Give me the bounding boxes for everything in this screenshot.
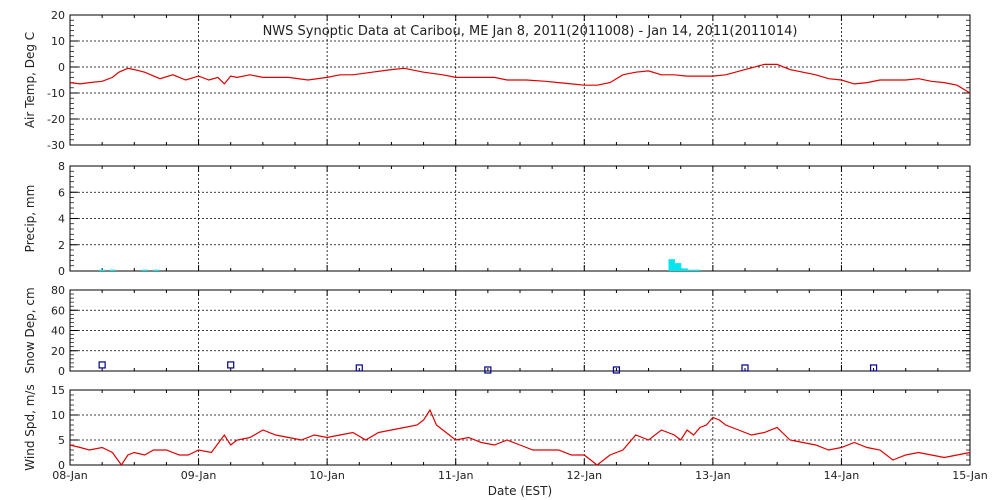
y-tick-label: -30 [47, 139, 65, 152]
snow-depth-point [612, 366, 621, 374]
y-axis-label: Air Temp, Deg C [23, 32, 37, 128]
precip-bar [681, 268, 688, 271]
y-tick-label: 20 [51, 345, 65, 358]
x-tick-label: 11-Jan [438, 469, 474, 482]
panel-3 [69, 289, 971, 374]
panel-2 [69, 165, 971, 272]
y-tick-label: 8 [58, 160, 65, 173]
y-axis-label: Wind Spd, m/s [23, 384, 37, 470]
y-tick-label: -20 [47, 113, 65, 126]
x-tick-label: 13-Jan [695, 469, 731, 482]
y-tick-label: 4 [58, 213, 65, 226]
precip-bar [109, 269, 116, 271]
x-tick-label: 08-Jan [52, 469, 88, 482]
x-tick-label: 09-Jan [181, 469, 217, 482]
panel-4 [69, 389, 971, 467]
snow-depth-point [227, 361, 235, 369]
y-tick-label: 10 [51, 35, 65, 48]
x-tick-label: 10-Jan [309, 469, 345, 482]
precip-bar [687, 269, 695, 271]
y-axis-label: Precip, mm [23, 185, 37, 253]
series-line [69, 63, 971, 94]
panel-1 [69, 14, 971, 146]
y-tick-label: -10 [47, 87, 65, 100]
y-tick-label: 10 [51, 409, 65, 422]
series-line [69, 408, 971, 467]
x-tick-label: 12-Jan [567, 469, 603, 482]
snow-depth-point [98, 361, 106, 369]
y-tick-label: 0 [58, 459, 65, 472]
snow-depth-point [355, 364, 363, 372]
precip-bar [98, 269, 106, 271]
precip-bar [674, 263, 682, 271]
snow-depth-point [869, 364, 878, 372]
chart-title: NWS Synoptic Data at Caribou, ME Jan 8, … [263, 24, 798, 39]
y-tick-label: 6 [58, 186, 65, 199]
x-tick-label: 14-Jan [824, 469, 860, 482]
y-tick-label: 0 [58, 61, 65, 74]
y-tick-label: 0 [58, 365, 65, 378]
x-axis-label: Date (EST) [488, 484, 552, 498]
y-tick-label: 5 [58, 434, 65, 447]
snow-depth-point [484, 366, 492, 374]
plot-frame [69, 389, 971, 466]
y-tick-label: 2 [58, 239, 65, 252]
y-tick-label: 40 [51, 325, 65, 338]
y-axis-label: Snow Dep, cm [23, 287, 37, 373]
precip-bar [152, 269, 160, 271]
precip-bar [668, 259, 675, 271]
y-tick-label: 80 [51, 284, 65, 297]
y-tick-label: 15 [51, 384, 65, 397]
y-tick-label: 0 [58, 265, 65, 278]
y-tick-label: 60 [51, 304, 65, 317]
precip-bar [141, 269, 148, 271]
x-tick-label: 15-Jan [952, 469, 988, 482]
snow-depth-point [741, 364, 749, 372]
y-tick-label: 20 [51, 9, 65, 22]
precip-bar [694, 269, 701, 271]
